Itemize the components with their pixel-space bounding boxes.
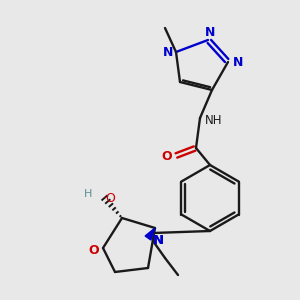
Text: N: N — [152, 233, 164, 247]
Text: N: N — [233, 56, 243, 70]
Polygon shape — [145, 228, 155, 240]
Text: N: N — [205, 26, 215, 38]
Text: O: O — [162, 151, 172, 164]
Text: O: O — [89, 244, 99, 256]
Text: NH: NH — [205, 113, 223, 127]
Text: N: N — [163, 46, 173, 59]
Text: N: N — [152, 233, 164, 247]
Text: H: H — [84, 189, 92, 199]
Text: ·O: ·O — [103, 191, 117, 205]
